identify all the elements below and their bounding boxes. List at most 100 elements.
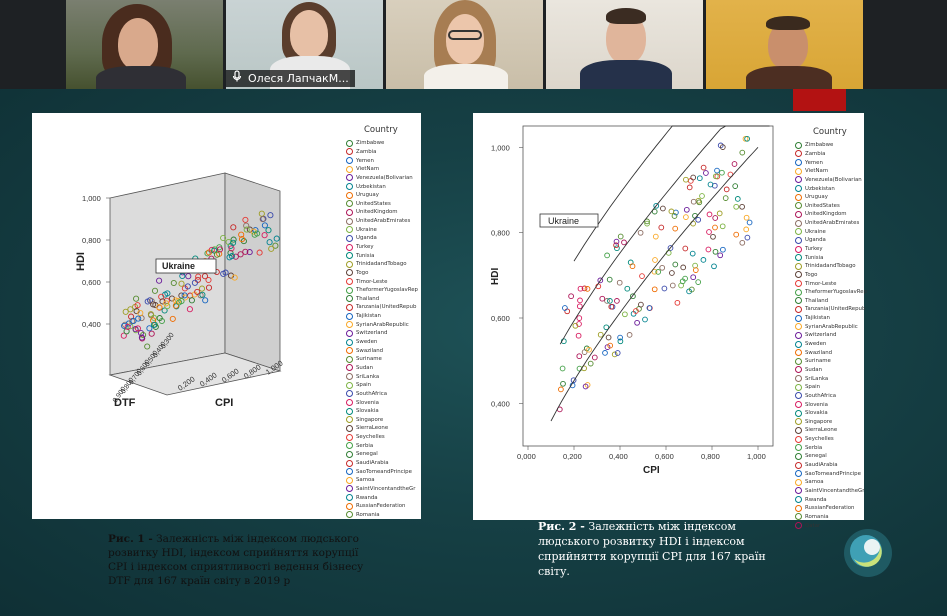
legend-marker-icon: [795, 314, 802, 322]
legend-item: RussianFederation: [795, 504, 863, 513]
participant-tile-5[interactable]: [706, 0, 863, 89]
legend-marker-icon: [795, 236, 802, 244]
legend-item-label: Turkey: [805, 246, 823, 252]
figure-2-point: [742, 135, 749, 142]
legend-item-label: SierraLeone: [805, 427, 838, 434]
figure-2-point: [629, 263, 636, 270]
legend-marker-icon: [346, 381, 353, 389]
figure-2-point: [712, 173, 719, 180]
legend-item: Turkey: [795, 245, 863, 254]
legend-item: UnitedStates: [346, 199, 418, 208]
figure-1-point: [205, 249, 213, 256]
legend-item: Senegal: [346, 450, 418, 459]
figure-1-point: [135, 315, 142, 322]
legend-marker-icon: [346, 338, 353, 346]
figure-2-point: [637, 229, 644, 236]
figure-1-point: [169, 315, 176, 322]
figure-2-caption: Рис. 2 - Залежність між індексом людсько…: [538, 519, 788, 579]
legend-marker-icon: [346, 355, 353, 363]
figure-1-point: [199, 291, 206, 298]
figure-1-y-tick: 0,400: [82, 320, 101, 329]
participant-name: Олеся ЛапчакМ...: [248, 72, 349, 85]
figure-1-x-label: CPI: [215, 397, 233, 409]
figure-1-y-label: HDI: [75, 252, 87, 271]
figure-1-point: [266, 239, 273, 246]
legend-item: Singapore: [795, 418, 863, 427]
participant-tile-4[interactable]: [546, 0, 703, 89]
legend-marker-icon: [795, 331, 802, 339]
figure-2-point: [660, 205, 666, 212]
legend-item: Uganda: [346, 234, 418, 243]
legend-item: RussianFederation: [346, 502, 418, 511]
legend-marker-icon: [346, 511, 353, 519]
legend-item: Yemen: [346, 156, 418, 165]
legend-marker-icon: [795, 159, 802, 167]
figure-2-y-label: HDI: [490, 268, 501, 285]
legend-item-label: SaoTomeandPrincipe: [356, 468, 412, 475]
figure-2-point: [661, 285, 668, 292]
legend-item-label: UnitedStates: [356, 200, 391, 207]
legend-item: SouthAfrica: [346, 390, 418, 399]
legend-item: Sudan: [346, 364, 418, 373]
legend-item: Samoa: [346, 476, 418, 485]
figure-2-point: [719, 144, 726, 150]
legend-item-label: Uganda: [805, 237, 826, 244]
legend-item-label: Sweden: [805, 341, 827, 348]
figure-2-point: [739, 203, 745, 210]
figure-2-scatter: 1,000 0,800 0,600 0,400 0,000 0,200 0,400 0,600…: [490, 125, 774, 476]
legend-item: Tanzania(UnitedRepub: [346, 303, 418, 312]
figure-2-point: [683, 214, 689, 220]
participant-tile-2[interactable]: Олеся ЛапчакМ...: [226, 0, 383, 89]
legend-item-label: UnitedStates: [805, 202, 840, 209]
legend-item-label: Timor-Leste: [356, 278, 388, 285]
legend-item: Suriname: [795, 357, 863, 366]
legend-item: Uganda: [795, 236, 863, 245]
figure-1-point: [240, 238, 247, 245]
figure-2-point: [712, 224, 718, 231]
legend-marker-icon: [346, 321, 353, 329]
legend-item-label: Switzerland: [805, 332, 837, 339]
legend-marker-icon: [795, 478, 802, 486]
figure-2-caption-line: світу.: [538, 565, 570, 578]
figure-1-point: [238, 236, 246, 243]
legend-item: Zambia: [795, 150, 863, 159]
legend-item-label: SaudiArabia: [356, 460, 389, 467]
participant-tile-1[interactable]: [66, 0, 223, 89]
legend-marker-icon: [795, 496, 802, 504]
legend-item: SaudiArabia: [795, 461, 863, 470]
figure-1-point: [178, 298, 185, 305]
figure-2-y-tick: 0,800: [491, 229, 510, 238]
legend-item-label: TheformerYugoslavRep: [356, 287, 418, 294]
figure-1-point: [272, 242, 279, 249]
legend-item: Uruguay: [346, 191, 418, 200]
legend-marker-icon: [795, 245, 802, 253]
figure-1-point: [204, 250, 211, 257]
legend-item-label: Zambia: [805, 150, 826, 157]
legend-marker-icon: [346, 303, 353, 311]
figure-2-point: [679, 278, 686, 285]
legend-item: SriLanka: [795, 374, 863, 383]
legend-item: Seychelles: [346, 433, 418, 442]
legend-marker-icon: [795, 452, 802, 460]
legend-item: Uruguay: [795, 193, 863, 202]
legend-item-label: Uzbekistan: [356, 183, 386, 190]
figure-2-point: [587, 360, 594, 367]
figure-2-x-tick: 0,000: [517, 452, 536, 461]
legend-item-label: SouthAfrica: [356, 390, 388, 397]
participant-tile-3[interactable]: [386, 0, 543, 89]
legend-item: Spain: [795, 383, 863, 392]
figure-2-point: [621, 239, 627, 246]
figure-2-point: [568, 293, 574, 300]
legend-item-label: SaoTomeandPrincipe: [805, 470, 861, 477]
figure-1-point: [164, 303, 171, 310]
figure-1-point: [150, 314, 157, 321]
figure-1-point: [185, 273, 192, 280]
legend-marker-icon: [346, 183, 353, 191]
figure-1-point: [123, 328, 130, 335]
figure-2-point: [695, 279, 702, 285]
figure-2-caption-line: людського розвитку HDI і індексом: [538, 535, 745, 548]
figure-2-point: [739, 149, 746, 156]
figure-2-point: [714, 167, 720, 174]
conference-logo-icon: [844, 529, 892, 577]
